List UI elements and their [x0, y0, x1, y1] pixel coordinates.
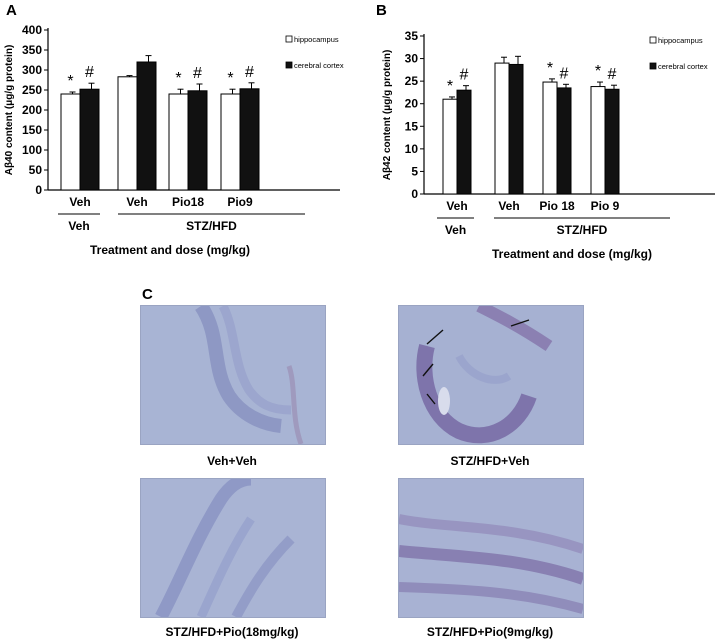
x-axis-label: Treatment and dose (mg/kg) — [492, 247, 652, 261]
y-tick-label: 5 — [411, 164, 418, 178]
x-tick-label: Pio18 — [172, 195, 204, 209]
bar-cerebral-cortex — [239, 88, 260, 191]
micrograph-caption: STZ/HFD+Pio(18mg/kg) — [165, 625, 299, 639]
bar-hippocampus — [542, 81, 558, 195]
micrograph-veh-veh — [140, 305, 326, 445]
bar-hippocampus — [60, 93, 81, 191]
chart-a: 0 50 100 150 200 250 300 350 400 Aβ40 content (μg… — [4, 23, 344, 257]
legend-swatch — [285, 35, 293, 43]
x-tick-label: Pio 18 — [539, 199, 575, 213]
y-tick-label: 150 — [22, 123, 42, 137]
y-tick-label: 250 — [22, 83, 42, 97]
bar-cerebral-cortex — [604, 88, 620, 195]
legend-swatch — [649, 36, 657, 44]
bar-hippocampus — [168, 93, 189, 191]
group-label: Veh — [68, 219, 89, 233]
y-tick-label: 0 — [35, 183, 42, 197]
group-label: STZ/HFD — [186, 219, 237, 233]
x-axis-label: Treatment and dose (mg/kg) — [90, 243, 250, 257]
micrograph-caption: Veh+Veh — [207, 454, 257, 468]
significance-mark: # — [608, 66, 617, 83]
significance-mark: # — [85, 64, 94, 81]
y-tick-label: 20 — [405, 97, 419, 111]
bar-cerebral-cortex — [136, 61, 157, 191]
significance-mark: # — [245, 64, 254, 81]
y-tick-label: 0 — [411, 187, 418, 201]
panel-label-c: C — [142, 286, 153, 303]
micrograph-caption: STZ/HFD+Veh — [450, 454, 530, 468]
panel-label-b: B — [376, 2, 387, 19]
significance-mark: * — [175, 70, 181, 87]
panel-label-a: A — [6, 2, 17, 19]
legend-swatch — [285, 61, 293, 69]
bar-hippocampus — [442, 98, 458, 195]
micrograph-caption: STZ/HFD+Pio(9mg/kg) — [426, 625, 554, 639]
legend-label: hippocampus — [658, 36, 703, 45]
significance-mark: * — [67, 73, 73, 90]
bar-cerebral-cortex — [508, 63, 524, 195]
bar-hippocampus — [220, 93, 241, 191]
y-tick-label: 15 — [405, 119, 419, 133]
legend-label: cerebral cortex — [294, 61, 344, 70]
x-tick-label: Veh — [498, 199, 519, 213]
significance-mark: * — [595, 63, 601, 80]
y-tick-label: 35 — [405, 29, 419, 43]
y-tick-label: 10 — [405, 142, 419, 156]
y-tick-label: 200 — [22, 103, 42, 117]
x-tick-label: Veh — [69, 195, 90, 209]
x-tick-label: Veh — [446, 199, 467, 213]
bar-cerebral-cortex — [456, 89, 472, 195]
x-tick-label: Veh — [126, 195, 147, 209]
micrograph-stz-hfd-pio9 — [398, 478, 584, 618]
significance-mark: * — [447, 78, 453, 95]
y-tick-label: 50 — [29, 163, 43, 177]
micrograph-stz-hfd-veh — [398, 305, 584, 445]
bar-hippocampus — [494, 62, 510, 195]
legend-label: cerebral cortex — [658, 62, 708, 71]
bar-cerebral-cortex — [79, 88, 100, 191]
x-tick-label: Pio9 — [227, 195, 253, 209]
y-axis-label: Aβ42 content (μg/g protein) — [382, 50, 393, 181]
significance-mark: # — [460, 67, 469, 84]
x-tick-label: Pio 9 — [591, 199, 620, 213]
y-tick-label: 350 — [22, 43, 42, 57]
significance-mark: * — [227, 70, 233, 87]
significance-mark: # — [193, 65, 202, 82]
y-tick-label: 300 — [22, 63, 42, 77]
micrograph-stz-hfd-pio18 — [140, 478, 326, 618]
legend-label: hippocampus — [294, 35, 339, 44]
significance-mark: # — [560, 65, 569, 82]
y-tick-label: 25 — [405, 74, 419, 88]
significance-mark: * — [547, 60, 553, 77]
bar-hippocampus — [117, 76, 138, 191]
y-tick-label: 400 — [22, 23, 42, 37]
bar-cerebral-cortex — [556, 87, 572, 195]
bar-hippocampus — [590, 86, 606, 195]
y-axis-label: Aβ40 content (μg/g protein) — [4, 45, 15, 176]
group-label: Veh — [445, 223, 466, 237]
bar-cerebral-cortex — [187, 90, 208, 191]
y-tick-label: 100 — [22, 143, 42, 157]
legend-swatch — [649, 62, 657, 70]
y-tick-label: 30 — [405, 52, 419, 66]
group-label: STZ/HFD — [557, 223, 608, 237]
chart-b: 0 5 10 15 20 25 30 35 Aβ42 content (μg/g protein… — [382, 29, 715, 261]
